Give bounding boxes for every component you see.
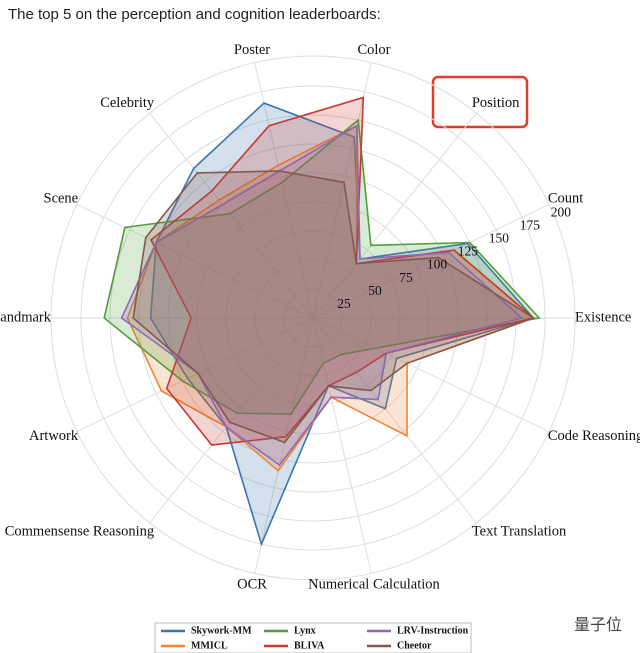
labels-layer: 25 50 75 100 125 150 175 200 Existence Count Posit… xyxy=(0,42,640,592)
legend-label: MMICL xyxy=(191,640,228,651)
legend-label: Cheetor xyxy=(397,640,432,651)
axis-label: Text Translation xyxy=(472,524,567,540)
r-tick-label: 50 xyxy=(368,283,382,298)
axis-label: Count xyxy=(548,190,583,206)
spoke xyxy=(149,112,314,319)
series-area xyxy=(103,118,541,415)
grid xyxy=(50,55,576,581)
axis-label: Code Reasoning xyxy=(548,428,640,444)
spoke xyxy=(76,317,314,433)
axis-label: Artwork xyxy=(29,428,79,444)
spoke xyxy=(76,203,314,319)
legend: Skywork-MM MMICL Lynx BLIVA LRV-Instruction C… xyxy=(161,625,469,651)
r-tick-label: 125 xyxy=(458,244,479,259)
legend-label: LRV-Instruction xyxy=(397,625,469,636)
legend-box xyxy=(154,622,472,653)
caption: The top 5 on the perception and cognitio… xyxy=(8,6,381,23)
series-area xyxy=(126,124,535,472)
axis-label: Numerical Calculation xyxy=(308,576,440,592)
axis-label: Landmark xyxy=(0,309,52,325)
spoke xyxy=(149,317,314,524)
series-area xyxy=(120,124,524,467)
axis-label: Existence xyxy=(575,309,631,325)
spoke xyxy=(312,317,477,524)
axis-label: OCR xyxy=(237,576,267,592)
r-tick-label: 175 xyxy=(520,217,541,232)
legend-label: Skywork-MM xyxy=(191,625,252,636)
r-tick-label: 150 xyxy=(489,230,510,245)
series-area xyxy=(132,170,536,444)
series-layer xyxy=(103,96,541,547)
spoke xyxy=(312,62,372,319)
axis-label: Position xyxy=(472,95,520,111)
axis-label: Commensense Reasoning xyxy=(5,524,154,540)
r-tick-label: 200 xyxy=(551,204,572,219)
spoke xyxy=(254,317,314,574)
axis-label: Color xyxy=(357,42,390,58)
legend-label: Lynx xyxy=(294,625,316,636)
spoke xyxy=(312,203,550,319)
spoke xyxy=(312,112,477,319)
r-tick-label: 25 xyxy=(337,296,351,311)
highlight-box xyxy=(431,75,529,129)
axis-label: Scene xyxy=(44,190,79,206)
spoke xyxy=(254,62,314,319)
r-tick-label: 75 xyxy=(399,270,413,285)
axis-label: Poster xyxy=(234,42,270,58)
watermark: 量子位 xyxy=(573,615,622,634)
legend-label: BLIVA xyxy=(294,640,325,651)
spoke xyxy=(312,317,550,433)
spoke xyxy=(312,317,372,574)
r-tick-label: 100 xyxy=(427,257,448,272)
axis-label: Celebrity xyxy=(100,95,155,111)
